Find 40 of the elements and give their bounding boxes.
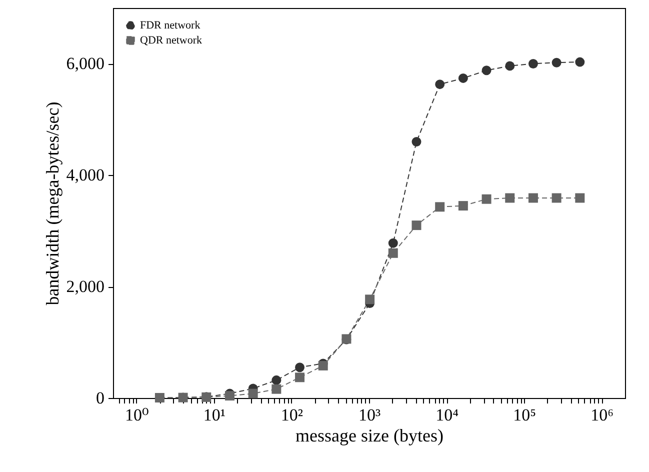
legend-label: QDR network	[140, 34, 203, 46]
y-tick-label: 0	[96, 388, 104, 408]
point	[435, 202, 445, 212]
x-tick-label: 10³	[358, 406, 381, 424]
point	[224, 391, 234, 401]
point	[482, 194, 492, 204]
point	[552, 193, 562, 203]
point	[528, 193, 538, 203]
point	[458, 201, 468, 211]
x-tick-label: 10²	[280, 406, 304, 424]
x-tick-label: 10⁴	[436, 406, 459, 424]
x-tick-label: 10⁵	[513, 406, 536, 424]
x-tick-label: 10⁰	[124, 406, 149, 424]
point	[528, 58, 538, 68]
point	[365, 294, 375, 304]
y-tick-label: 6,000	[66, 54, 104, 74]
point	[505, 193, 515, 203]
point	[412, 136, 422, 146]
point	[295, 362, 305, 372]
x-tick-label: 10⁶	[590, 406, 614, 424]
point	[248, 388, 258, 398]
point	[295, 372, 305, 382]
point	[575, 57, 585, 67]
point	[388, 248, 398, 258]
point	[482, 66, 492, 76]
legend-label: FDR network	[140, 20, 201, 32]
point	[272, 375, 282, 385]
x-axis-title: message size (bytes)	[296, 426, 444, 446]
point	[552, 58, 562, 68]
point	[412, 220, 422, 230]
point	[575, 193, 585, 203]
point	[505, 61, 515, 71]
point	[435, 80, 445, 90]
point	[388, 238, 398, 248]
point	[458, 73, 468, 83]
y-tick-label: 2,000	[66, 277, 104, 296]
y-axis-title: bandwidth (mega-bytes/sec)	[42, 102, 62, 306]
x-tick-label: 10¹	[203, 406, 226, 424]
y-tick-label: 4,000	[66, 166, 104, 185]
point	[272, 384, 282, 394]
